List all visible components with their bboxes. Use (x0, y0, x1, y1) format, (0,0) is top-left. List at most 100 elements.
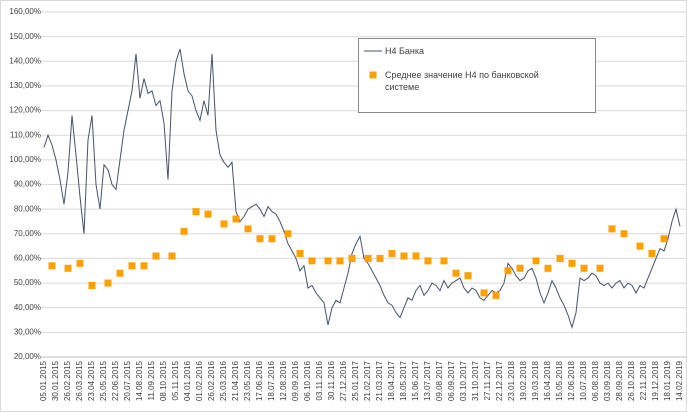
data-marker (232, 215, 240, 223)
data-marker (152, 252, 160, 260)
data-marker (244, 225, 252, 233)
data-marker (168, 252, 176, 260)
x-tick-label: 19.02.2018 (519, 360, 528, 401)
data-marker (192, 208, 200, 216)
y-tick-label: 20,00% (14, 352, 41, 361)
x-tick-label: 05.11.2015 (171, 360, 180, 400)
x-tick-label: 26.02.2016 (207, 360, 216, 401)
x-tick-label: 14.02.2019 (675, 360, 684, 401)
legend: Н4 Банка Среднее значение Н4 по банковско… (358, 38, 596, 113)
legend-label: Н4 Банка (385, 46, 425, 56)
x-tick-label: 27.11.2017 (483, 360, 492, 400)
data-marker (480, 289, 488, 297)
x-tick-label: 26.03.2015 (75, 360, 84, 401)
data-marker (532, 257, 540, 265)
data-marker (64, 264, 72, 272)
y-tick-label: 60,00% (14, 254, 41, 263)
x-tick-label: 23.04.2015 (87, 360, 96, 401)
data-marker (268, 235, 276, 243)
data-line (43, 48, 681, 330)
x-tick-label: 15.05.2018 (555, 360, 564, 401)
data-marker (556, 254, 564, 262)
x-tick-label: 16.04.2018 (543, 360, 552, 401)
x-tick-label: 30.01.2015 (51, 360, 60, 401)
legend-label: Среднее значение Н4 по банковской систем… (385, 70, 539, 92)
x-tick-label: 18.07.2016 (267, 360, 276, 401)
x-tick-label: 21.03.2017 (375, 360, 384, 401)
data-marker (400, 252, 408, 260)
data-marker (440, 257, 448, 265)
data-marker (660, 235, 668, 243)
x-tick-label: 25.05.2015 (99, 360, 108, 401)
data-marker (140, 262, 148, 270)
data-marker (180, 227, 188, 235)
x-tick-label: 03.09.2018 (603, 360, 612, 401)
x-tick-label: 01.02.2016 (195, 360, 204, 401)
y-tick-label: 40,00% (14, 303, 41, 312)
x-tick-label: 03.10.2017 (459, 360, 468, 401)
x-tick-label: 25.01.2017 (351, 360, 360, 401)
x-tick-label: 06.08.2018 (591, 360, 600, 401)
data-marker (324, 257, 332, 265)
x-tick-label: 18.04.2017 (387, 360, 396, 401)
y-tick-label: 130,00% (9, 81, 41, 90)
x-tick-label: 18.01.2019 (663, 360, 672, 401)
x-tick-label: 22.06.2015 (111, 360, 120, 401)
data-marker (620, 230, 628, 238)
x-tick-label: 10.07.2018 (579, 360, 588, 401)
data-marker (492, 291, 500, 299)
legend-marker (369, 71, 377, 79)
x-tick-label: 23.05.2016 (243, 360, 252, 401)
legend-swatch (364, 50, 382, 52)
y-tick-label: 50,00% (14, 278, 41, 287)
x-tick-label: 19.03.2018 (531, 360, 540, 401)
y-tick-label: 80,00% (14, 204, 41, 213)
data-marker (504, 267, 512, 275)
data-marker (284, 230, 292, 238)
data-marker (116, 269, 124, 277)
data-marker (376, 254, 384, 262)
x-tick-label: 13.07.2017 (423, 360, 432, 401)
data-marker (296, 250, 304, 257)
y-tick-label: 120,00% (9, 106, 41, 115)
x-tick-label: 12.08.2016 (279, 360, 288, 401)
data-marker (104, 279, 112, 287)
x-tick-label: 26.02.2015 (63, 360, 72, 401)
data-marker (48, 262, 56, 270)
data-marker (568, 259, 576, 267)
legend-swatch (369, 71, 377, 79)
data-marker (348, 254, 356, 262)
x-tick-label: 05.01.2015 (39, 360, 48, 401)
x-tick-label: 03.11.2016 (315, 360, 324, 400)
data-marker (128, 262, 136, 270)
x-tick-label: 22.11.2018 (639, 360, 648, 400)
x-tick-label: 28.09.2018 (615, 360, 624, 401)
y-tick-label: 140,00% (9, 56, 41, 65)
x-tick-label: 19.12.2018 (651, 360, 660, 401)
data-marker (88, 282, 96, 290)
y-tick-label: 110,00% (10, 130, 41, 139)
x-tick-label: 22.12.2017 (495, 360, 504, 401)
x-tick-label: 25.03.2016 (219, 360, 228, 401)
data-marker (308, 257, 316, 265)
x-tick-label: 14.08.2015 (135, 360, 144, 401)
y-tick-label: 160,00% (9, 7, 41, 16)
data-marker (220, 220, 228, 228)
data-marker (256, 235, 264, 243)
data-marker (424, 257, 432, 265)
data-marker (336, 257, 344, 265)
y-tick-label: 90,00% (14, 180, 41, 189)
x-tick-label: 26.10.2018 (627, 360, 636, 401)
data-marker (544, 264, 552, 272)
data-marker (464, 272, 472, 280)
y-tick-label: 30,00% (14, 327, 41, 336)
x-tick-label: 30.11.2016 (327, 360, 336, 400)
data-marker (204, 210, 212, 218)
x-tick-label: 06.10.2016 (303, 360, 312, 401)
x-tick-label: 21.04.2016 (231, 360, 240, 401)
x-tick-label: 09.09.2016 (291, 360, 300, 401)
x-tick-label: 15.06.2017 (411, 360, 420, 401)
x-tick-label: 20.07.2015 (123, 360, 132, 401)
